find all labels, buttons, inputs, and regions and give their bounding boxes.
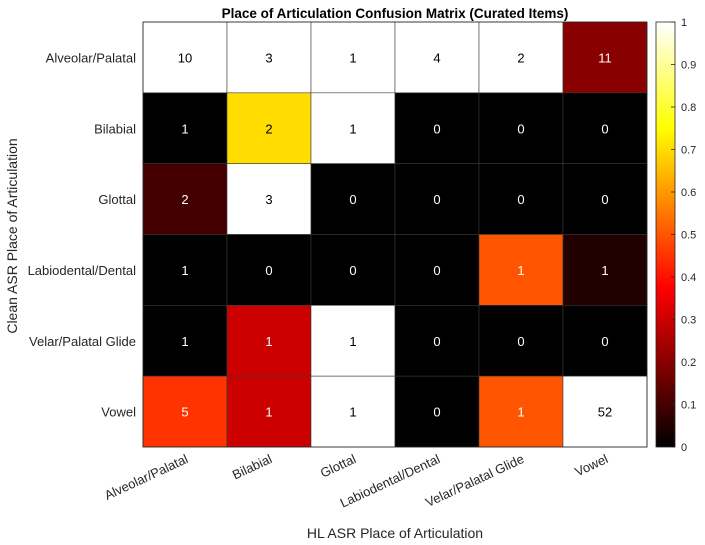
y-tick-label: Vowel [101, 405, 136, 420]
colorbar-tick-label: 0.8 [681, 102, 696, 114]
heatmap-cell [394, 163, 480, 235]
heatmap-cell [226, 234, 312, 306]
heatmap-cell [562, 92, 648, 164]
cell-count-label: 1 [265, 405, 272, 420]
colorbar-tick-label: 1 [681, 17, 687, 29]
heatmap-cell [142, 163, 228, 235]
cell-count-label: 0 [601, 121, 608, 136]
x-tick-labels: Alveolar/Palatal Bilabial GlottalLabiodent… [102, 451, 610, 510]
colorbar-tick-label: 0.6 [681, 187, 696, 199]
cell-count-label: 0 [517, 121, 524, 136]
heatmap-cell [310, 305, 396, 377]
heatmap-cell [142, 21, 228, 94]
x-axis-label: HL ASR Place of Articulation [307, 525, 483, 541]
cell-count-label: 1 [601, 263, 608, 278]
cell-count-label: 0 [601, 192, 608, 207]
cell-count-label: 0 [517, 334, 524, 349]
cell-count-label: 2 [265, 121, 272, 136]
cell-count-label: 4 [433, 50, 440, 65]
colorbar-tick-label: 0.9 [681, 60, 696, 72]
heatmap-cell [142, 234, 228, 306]
colorbar-tick-label: 0.1 [681, 400, 696, 412]
y-tick-labels: Alveolar/Palatal Bilabial Glottal Labiodent… [28, 50, 137, 419]
cell-count-label: 1 [181, 121, 188, 136]
cell-count-label: 0 [601, 334, 608, 349]
cell-count-label: 2 [181, 192, 188, 207]
cell-count-label: 0 [433, 334, 440, 349]
heatmap-cell [142, 305, 228, 377]
cell-count-label: 5 [181, 405, 188, 420]
chart-title: Place of Articulation Confusion Matrix (… [222, 6, 569, 21]
y-tick-label: Bilabial [94, 121, 136, 136]
cell-count-label: 0 [349, 192, 356, 207]
colorbar-ticks: 0 0.1 0.2 0.3 0.4 0.5 0.6 0.7 0.8 0.9 1 [671, 17, 696, 454]
heatmap-cell [562, 375, 648, 448]
cell-count-label: 1 [517, 405, 524, 420]
cell-count-label: 1 [181, 334, 188, 349]
heatmap-cells [142, 21, 648, 448]
heatmap-cell [394, 21, 480, 94]
heatmap-cell [562, 163, 648, 235]
colorbar-tick-label: 0.7 [681, 145, 696, 157]
heatmap-cell [310, 234, 396, 306]
cell-count-label: 1 [349, 50, 356, 65]
heatmap-cell [478, 163, 564, 235]
heatmap-cell [142, 375, 228, 448]
colorbar-tick-label: 0.5 [681, 230, 696, 242]
cell-count-label: 1 [349, 405, 356, 420]
heatmap-cell [226, 92, 312, 164]
x-tick-label: Alveolar/Palatal [102, 451, 190, 503]
colorbar-tick-label: 0.4 [681, 272, 696, 284]
y-tick-label: Velar/Palatal Glide [29, 334, 136, 349]
y-tick-label: Glottal [98, 192, 136, 207]
cell-count-label: 3 [265, 50, 272, 65]
heatmap-cell [478, 21, 564, 94]
cell-count-label: 1 [349, 334, 356, 349]
cell-count-label: 0 [433, 192, 440, 207]
heatmap-cell [478, 234, 564, 306]
heatmap-cell [478, 375, 564, 448]
heatmap-cell [394, 234, 480, 306]
cell-count-label: 10 [178, 50, 192, 65]
cell-count-label: 1 [349, 121, 356, 136]
heatmap-cell [310, 163, 396, 235]
heatmap-cell [394, 305, 480, 377]
heatmap-cell [562, 21, 648, 94]
cell-count-label: 0 [433, 263, 440, 278]
cell-count-label: 1 [265, 334, 272, 349]
heatmap-cell [478, 305, 564, 377]
cell-count-label: 1 [181, 263, 188, 278]
heatmap-cell [394, 92, 480, 164]
x-tick-label: Glottal [318, 451, 358, 481]
heatmap-cell [226, 21, 312, 94]
cell-count-label: 0 [433, 121, 440, 136]
plot-frame [142, 21, 648, 448]
colorbar-tick-label: 0 [681, 442, 687, 454]
colorbar-tick-label: 0.2 [681, 357, 696, 369]
y-tick-label: Labiodental/Dental [28, 263, 137, 278]
heatmap-cell-labels: 10 3 1 4 2 111 2 1 0 0 02 3 0 0 0 01 0 0 0 1 11 1 1 0 0 05 1 1 0 1 52 [178, 50, 612, 419]
cell-count-label: 0 [265, 263, 272, 278]
cell-count-label: 0 [433, 405, 440, 420]
colorbar-tick-label: 0.3 [681, 315, 696, 327]
cell-count-label: 3 [265, 192, 272, 207]
cell-count-label: 11 [598, 50, 612, 65]
heatmap-cell [226, 163, 312, 235]
cell-count-label: 0 [349, 263, 356, 278]
cell-count-label: 2 [517, 50, 524, 65]
x-tick-label: Vowel [572, 451, 610, 479]
x-tick-label: Bilabial [230, 451, 274, 482]
y-axis-label: Clean ASR Place of Articulation [4, 138, 20, 333]
cell-count-label: 0 [517, 192, 524, 207]
cell-count-label: 1 [517, 263, 524, 278]
y-tick-label: Alveolar/Palatal [46, 50, 136, 65]
cell-count-label: 52 [598, 405, 612, 420]
